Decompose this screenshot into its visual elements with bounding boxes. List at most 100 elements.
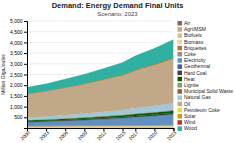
x-tick-label: 2017 [127,129,139,141]
legend-label: Natural Gas [184,94,211,100]
y-tick: 4,000 [10,40,27,46]
title: Demand: Energy Demand Final Units [52,1,184,10]
legend-swatch [177,108,182,113]
legend-label: Wood [184,125,197,131]
legend-label: Electricity [184,57,206,63]
y-tick-label: 1,000 [10,104,23,110]
legend-item: Lignite [177,82,198,88]
legend-item: Heat [177,76,195,82]
legend-swatch [177,58,182,63]
y-tick-mark [24,75,27,76]
x-tick: 2006 [57,128,69,142]
legend-item: Municipal Solid Waste [177,88,233,94]
legend-item: Geothermal [177,63,210,69]
legend-swatch [177,27,182,32]
legend-item: Natural Gas [177,94,211,100]
y-tick: 5,000 [10,18,27,24]
legend-swatch [177,114,182,119]
legend-swatch [177,126,182,130]
legend-swatch [177,120,182,125]
y-axis-title: Million GigaJoules [0,54,6,95]
x-tick-label: 2015 [114,129,126,141]
y-tick-mark [24,117,27,118]
legend-label: Biofuels [184,32,202,38]
x-tick: 2015 [114,128,126,142]
legend-item: Hard Coal [177,70,206,76]
y-tick: 1,500 [10,93,27,99]
legend-label: Municipal Solid Waste [184,88,233,94]
legend-swatch [177,64,182,69]
legend-item: Electricity [177,57,205,63]
y-tick-label: 2,000 [10,82,23,88]
legend-item: Air [177,20,190,26]
legend-swatch [177,52,182,57]
legend-swatch [177,40,182,45]
plot: 500 1,000 1,500 2,000 2,500 3,000 3,500 4,000 4,… [10,18,178,141]
y-tick-mark [24,107,27,108]
y-tick-mark [24,32,27,33]
y-tick-label: 2,500 [10,72,23,78]
legend-swatch [177,95,182,100]
legend-label: Agri/MSM [184,26,206,32]
legend-swatch [177,33,182,38]
legend-swatch [177,77,182,82]
legend-label: Petroleum Coke [184,107,220,113]
y-axis: 500 1,000 1,500 2,000 2,500 3,000 3,500 4,000 4,… [10,18,28,128]
x-axis: 2000 2003 2006 2009 2012 20152017 2020 2023 [19,128,178,142]
legend-item: Wood [177,125,197,131]
legend-swatch [177,83,182,88]
legend-label: Lignite [184,82,199,88]
legend-label: Biomass [184,39,204,45]
legend-item: Oil [177,101,190,107]
legend-item: Agri/MSM [177,26,205,32]
legend-swatch [177,102,182,107]
legend-label: Solar [184,113,196,119]
y-tick-mark [24,53,27,54]
subtitle: Scenario: 2023 [97,11,138,17]
y-tick-mark [24,96,27,97]
grid-line [27,42,173,43]
y-tick-label: 1,500 [10,93,23,99]
y-tick: 500 [14,114,27,120]
y-tick: 2,500 [10,72,27,78]
y-tick-mark [24,85,27,86]
y-tick-label: 3,000 [10,61,23,67]
y-tick: 3,500 [10,50,27,56]
legend-label: Geothermal [184,63,210,69]
legend-item: Solar [177,113,196,119]
y-tick: 2,000 [10,82,27,88]
y-tick-mark [24,42,27,43]
x-tick: 2012 [95,128,107,142]
areas [27,40,173,128]
x-tick: 2020 [146,128,158,142]
x-tick-label: 2023 [165,129,177,141]
grid-line [27,21,173,22]
legend-label: Hard Coal [184,70,207,76]
x-tick: 2000 [19,128,31,142]
y-tick-label: 3,500 [10,50,23,56]
legend-swatch [177,46,182,51]
x-tick: 2017 [127,128,139,142]
y-tick: 3,000 [10,61,27,67]
legend-label: Coke [184,51,196,57]
y-tick-label: 500 [14,114,23,120]
legend-swatch [177,71,182,76]
legend-label: Oil [184,101,190,107]
x-tick-label: 2020 [146,129,158,141]
grid [27,21,173,117]
area [27,40,173,94]
x-tick-label: 2006 [57,129,69,141]
legend-label: Briquettes [184,45,207,51]
legend-item: Coke [177,51,195,57]
y-tick: 4,500 [10,29,27,35]
y-tick-label: 4,500 [10,29,23,35]
legend-item: Biomass [177,39,203,45]
legend-label: Air [184,20,190,26]
x-tick-label: 2003 [38,129,50,141]
legend-swatch [177,89,182,94]
x-tick: 2023 [165,128,177,142]
y-tick-mark [24,64,27,65]
x-tick: 2009 [76,128,88,142]
legend-label: Heat [184,76,195,82]
legend-label: Wind [184,119,196,125]
